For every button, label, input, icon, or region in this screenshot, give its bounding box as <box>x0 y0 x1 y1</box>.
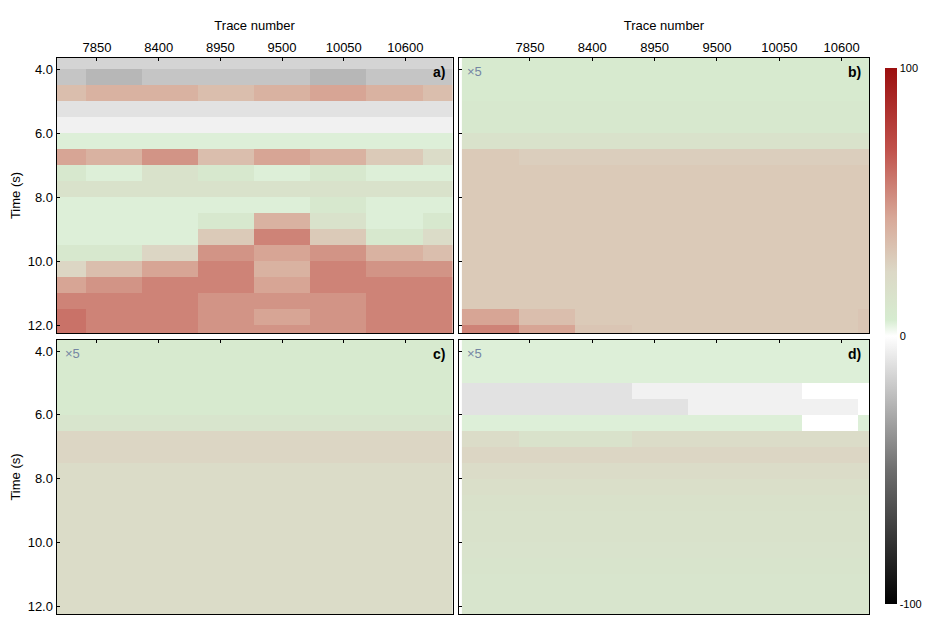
svg-text:8.0: 8.0 <box>35 190 53 205</box>
svg-text:10600: 10600 <box>387 40 423 55</box>
svg-text:Time (s): Time (s) <box>8 453 23 500</box>
svg-text:8950: 8950 <box>640 40 669 55</box>
svg-text:c): c) <box>433 346 445 362</box>
svg-text:8950: 8950 <box>206 40 235 55</box>
svg-text:4.0: 4.0 <box>35 62 53 77</box>
svg-text:10600: 10600 <box>824 40 860 55</box>
svg-text:Trace number: Trace number <box>214 18 295 33</box>
svg-text:×5: ×5 <box>467 346 482 361</box>
svg-text:b): b) <box>848 64 861 80</box>
svg-text:10.0: 10.0 <box>28 535 53 550</box>
svg-text:7850: 7850 <box>515 40 544 55</box>
svg-text:6.0: 6.0 <box>35 126 53 141</box>
svg-text:×5: ×5 <box>467 64 482 79</box>
svg-text:×5: ×5 <box>65 346 80 361</box>
svg-text:12.0: 12.0 <box>28 318 53 333</box>
svg-text:12.0: 12.0 <box>28 599 53 614</box>
svg-text:9500: 9500 <box>702 40 731 55</box>
svg-text:-100: -100 <box>900 598 922 610</box>
svg-text:100: 100 <box>900 62 918 74</box>
svg-text:d): d) <box>848 346 861 362</box>
svg-text:a): a) <box>433 64 445 80</box>
svg-text:8400: 8400 <box>144 40 173 55</box>
svg-text:7850: 7850 <box>82 40 111 55</box>
svg-text:Time (s): Time (s) <box>8 172 23 219</box>
svg-text:8400: 8400 <box>578 40 607 55</box>
svg-text:10050: 10050 <box>761 40 797 55</box>
svg-text:9500: 9500 <box>268 40 297 55</box>
svg-text:10050: 10050 <box>326 40 362 55</box>
svg-text:10.0: 10.0 <box>28 254 53 269</box>
svg-text:6.0: 6.0 <box>35 407 53 422</box>
svg-text:Trace number: Trace number <box>624 18 705 33</box>
svg-text:0: 0 <box>900 330 906 342</box>
svg-text:8.0: 8.0 <box>35 471 53 486</box>
svg-text:4.0: 4.0 <box>35 344 53 359</box>
